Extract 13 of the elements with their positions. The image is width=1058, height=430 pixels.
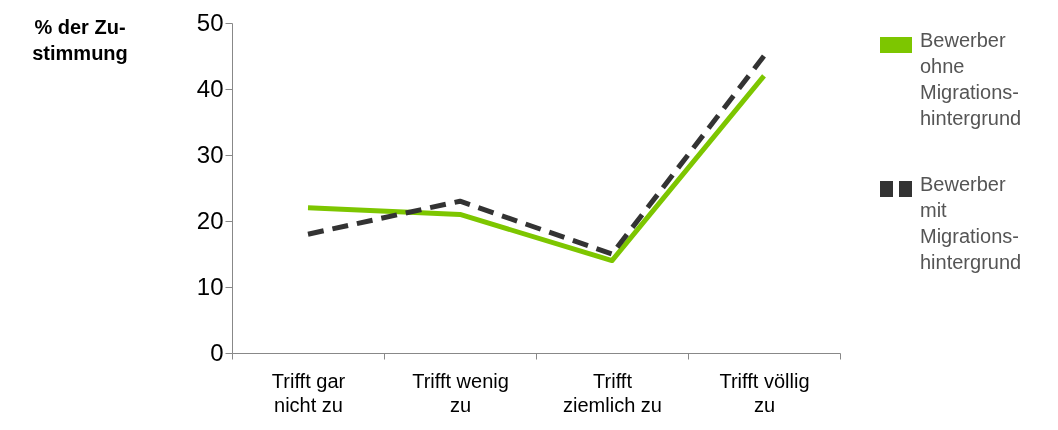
y-tick-label: 40 (196, 74, 224, 102)
y-tick-label: 50 (196, 8, 224, 36)
x-tick-label: Trifft ziemlich zu (563, 369, 662, 416)
x-tick-label: Trifft gar nicht zu (271, 369, 346, 416)
legend-label: Bewerber ohne Migrations-hintergrund (920, 29, 1022, 129)
y-tick-label: 20 (196, 206, 224, 234)
legend-label: Bewerber mit Migrations-hintergrund (920, 173, 1022, 273)
y-tick-label: 30 (196, 140, 224, 168)
x-tick-label: Trifft völlig zu (719, 369, 810, 416)
y-tick-label: 0 (210, 338, 224, 366)
y-axis-title: % der Zu-stimmung (32, 16, 128, 64)
y-tick-label: 10 (196, 272, 224, 300)
x-tick-label: Trifft wenig zu (412, 369, 509, 416)
